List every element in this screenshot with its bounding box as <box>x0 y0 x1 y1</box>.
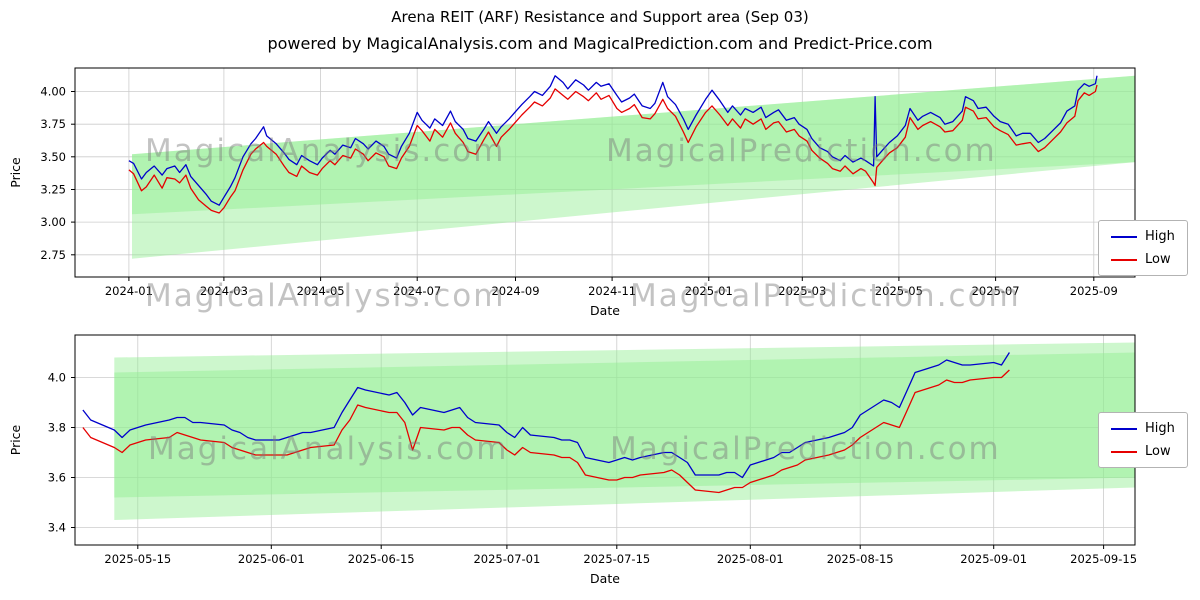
legend-top-chart: High Low <box>1098 220 1188 276</box>
x-tick-label: 2024-11 <box>588 284 636 298</box>
x-tick-label: 2025-06-15 <box>348 552 415 566</box>
chart-0: 2024-01 2024-03 2024-05 2024-07 2024-09 2024-… <box>8 67 1136 318</box>
grid <box>75 335 1135 545</box>
tick-labels: 2025-05-15 2025-06-01 2025-06-15 2025-07-01… <box>48 371 1137 567</box>
legend-item-high: High <box>1111 229 1175 244</box>
x-tick-label: 2024-07 <box>393 284 441 298</box>
x-tick-label: 2025-03 <box>778 284 826 298</box>
y-axis-label: Price <box>8 157 23 188</box>
support-resistance-band <box>132 75 1135 215</box>
figure-title: Arena REIT (ARF) Resistance and Support … <box>391 8 809 26</box>
low-line-swatch <box>1111 258 1137 261</box>
y-tick-label: 3.75 <box>40 117 66 131</box>
y-tick-label: 3.50 <box>40 150 66 164</box>
y-tick-label: 2.75 <box>40 248 66 262</box>
legend-label-low: Low <box>1145 252 1171 267</box>
support-resistance-band <box>132 75 1135 259</box>
x-tick-label: 2025-07-01 <box>473 552 540 566</box>
x-axis-label: Date <box>590 571 620 586</box>
legend-item-low: Low <box>1111 444 1175 459</box>
x-tick-label: 2024-09 <box>491 284 539 298</box>
x-tick-label: 2024-05 <box>297 284 345 298</box>
x-tick-label: 2025-09-15 <box>1070 552 1137 566</box>
support-resistance-band <box>114 352 1136 498</box>
x-tick-label: 2025-08-15 <box>827 552 894 566</box>
x-tick-label: 2024-01 <box>105 284 153 298</box>
chart-1: 2025-05-15 2025-06-01 2025-06-15 2025-07-01… <box>8 334 1137 586</box>
x-tick-label: 2025-09-01 <box>960 552 1027 566</box>
x-tick-label: 2025-08-01 <box>717 552 784 566</box>
figure-subtitle: powered by MagicalAnalysis.com and Magic… <box>267 34 933 53</box>
plot-border <box>74 67 1136 278</box>
x-tick-label: 2025-07-15 <box>583 552 650 566</box>
legend-item-high: High <box>1111 421 1175 436</box>
tick-labels: 2024-01 2024-03 2024-05 2024-07 2024-09 2024-… <box>40 85 1117 299</box>
y-tick-label: 3.6 <box>48 471 66 485</box>
low-line-swatch <box>1111 450 1137 453</box>
x-tick-label: 2024-03 <box>200 284 248 298</box>
y-tick-label: 4.00 <box>40 85 66 99</box>
legend-label-high: High <box>1145 229 1175 244</box>
y-tick-label: 3.25 <box>40 183 66 197</box>
legend-item-low: Low <box>1111 252 1175 267</box>
x-tick-label: 2025-06-01 <box>238 552 305 566</box>
y-axis-label: Price <box>8 424 23 455</box>
high-line-swatch <box>1111 235 1137 238</box>
x-tick-label: 2025-09 <box>1070 284 1118 298</box>
support-resistance-band <box>114 342 1136 520</box>
x-axis-label: Date <box>590 303 620 318</box>
low-line <box>82 369 1010 494</box>
x-tick-label: 2025-05 <box>875 284 923 298</box>
legend-bottom-chart: High Low <box>1098 412 1188 468</box>
high-line <box>82 352 1010 479</box>
x-tick-label: 2025-07 <box>972 284 1020 298</box>
low-line <box>128 84 1098 214</box>
high-line <box>128 75 1098 206</box>
x-tick-label: 2025-01 <box>685 284 733 298</box>
high-line-swatch <box>1111 427 1137 430</box>
y-tick-label: 4.0 <box>48 371 66 385</box>
x-tick-label: 2025-05-15 <box>104 552 171 566</box>
legend-label-low: Low <box>1145 444 1171 459</box>
grid <box>75 68 1135 277</box>
y-tick-label: 3.8 <box>48 421 66 435</box>
y-tick-label: 3.4 <box>48 521 66 535</box>
y-tick-label: 3.00 <box>40 215 66 229</box>
legend-label-high: High <box>1145 421 1175 436</box>
